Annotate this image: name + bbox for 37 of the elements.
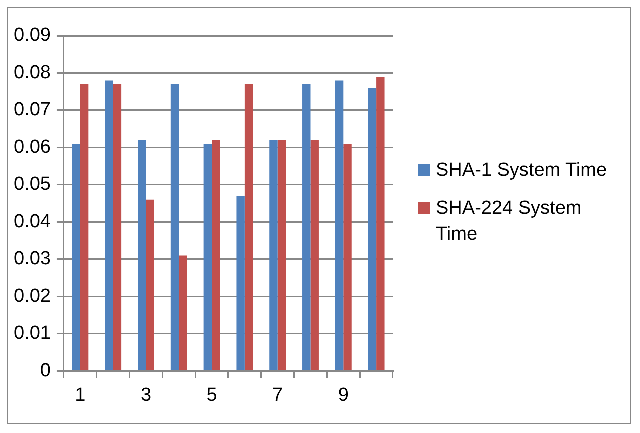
x-tick-label: 9 [338, 384, 349, 406]
bar [335, 80, 344, 370]
y-tick-label: 0.05 [14, 174, 51, 196]
bar [278, 140, 286, 370]
bar [146, 200, 154, 370]
bar [170, 84, 180, 370]
y-tick-label: 0.06 [14, 136, 51, 158]
x-tick-label: 5 [206, 384, 218, 406]
bar [302, 84, 311, 370]
x-tick-label: 3 [140, 384, 152, 406]
bar [368, 88, 377, 370]
y-tick-label: 0.03 [14, 248, 51, 270]
bar [204, 144, 212, 370]
y-tick-label: 0.07 [14, 100, 51, 121]
bar [179, 256, 188, 370]
y-tick-label: 0.04 [14, 211, 52, 232]
bar [310, 140, 319, 370]
legend-label: SHA-1 System Time [436, 159, 608, 183]
bar [72, 144, 80, 370]
y-tick-label: 0.01 [14, 323, 51, 344]
bar [344, 144, 352, 370]
y-tick-label: 0.08 [14, 62, 51, 84]
x-tick-label: 7 [272, 384, 284, 406]
bar [376, 76, 385, 370]
bar [138, 140, 146, 370]
y-tick-label: 0.02 [14, 286, 51, 307]
bar [212, 140, 220, 370]
bar [113, 84, 122, 370]
x-tick-label: 1 [75, 384, 86, 406]
bar [270, 140, 278, 370]
bar [236, 196, 245, 370]
bar [244, 84, 254, 370]
y-tick-label: 0 [40, 360, 51, 382]
legend-label: SHA-224 System Time [436, 197, 583, 247]
bar [105, 80, 114, 370]
y-tick-label: 0.09 [14, 25, 51, 46]
bar [80, 84, 89, 370]
